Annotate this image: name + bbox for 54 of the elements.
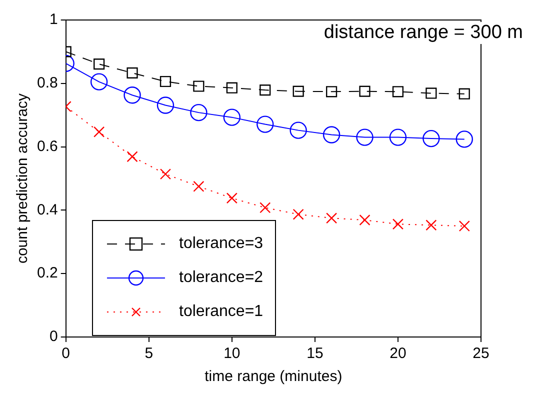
point	[260, 202, 271, 214]
x-tick-label: 5	[144, 345, 154, 362]
x-tick-label: 20	[390, 345, 406, 362]
point	[292, 208, 304, 220]
legend-label: tolerance=2	[179, 269, 264, 287]
y-tick-label: 0.4	[36, 201, 58, 218]
annotation: distance range = 300 m	[322, 22, 525, 44]
point	[458, 88, 470, 100]
x-axis-title: time range (minutes)	[204, 368, 342, 386]
point	[256, 116, 274, 133]
y-tick-label: 0.2	[36, 264, 58, 282]
y-tick-label: 0.8	[36, 74, 58, 92]
y-tick-label: 1	[50, 11, 58, 28]
x-tick-label: 15	[306, 345, 324, 362]
point	[193, 80, 204, 92]
point	[389, 128, 407, 146]
point	[94, 58, 105, 70]
point	[124, 86, 141, 104]
x-tick-label: 25	[472, 345, 490, 362]
point	[290, 122, 307, 139]
legend-label: tolerance=3	[179, 235, 264, 253]
point	[322, 126, 340, 144]
point	[156, 96, 174, 114]
point	[260, 84, 271, 96]
point	[392, 218, 404, 230]
point	[126, 67, 138, 78]
point	[326, 212, 338, 224]
point	[126, 151, 138, 162]
point	[392, 86, 404, 98]
point	[359, 214, 370, 226]
point	[359, 86, 370, 97]
point	[422, 130, 440, 148]
legend-label: tolerance=1	[179, 303, 264, 321]
x-tick-label: 10	[224, 345, 240, 362]
point	[94, 126, 105, 138]
point	[160, 168, 172, 180]
point	[458, 220, 470, 232]
point	[326, 86, 338, 98]
y-tick-label: 0.6	[36, 138, 58, 155]
y-axis-title: count prediction accuracy	[14, 92, 32, 264]
point	[456, 130, 473, 148]
point	[292, 86, 304, 97]
point	[226, 82, 238, 94]
point	[426, 88, 437, 99]
x-tick-label: 0	[62, 345, 70, 362]
y-tick-label: 0	[50, 328, 58, 346]
point	[160, 76, 172, 88]
point	[193, 180, 204, 192]
point	[226, 192, 238, 204]
point	[190, 104, 208, 122]
point	[90, 73, 108, 90]
point	[223, 108, 241, 126]
point	[356, 128, 374, 146]
point	[426, 220, 437, 231]
